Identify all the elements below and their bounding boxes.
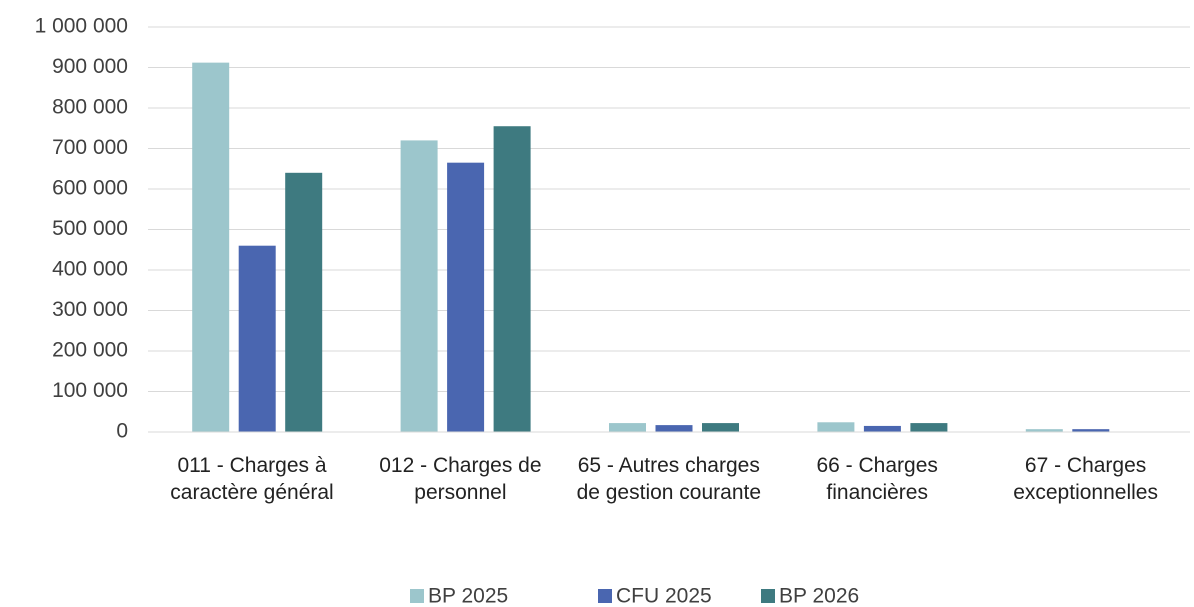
legend-label: BP 2025 (428, 585, 508, 607)
x-tick-label: 011 - Charges à caractère général (170, 454, 334, 504)
bar (400, 140, 438, 432)
bar (493, 126, 531, 432)
y-tick-label: 800 000 (52, 96, 128, 119)
bar (238, 245, 276, 432)
y-tick-label: 700 000 (52, 136, 128, 159)
bar (447, 162, 485, 433)
legend-swatch (598, 589, 612, 603)
legend-label: CFU 2025 (616, 585, 712, 607)
bar (192, 62, 230, 432)
bar (863, 425, 901, 432)
y-tick-label: 400 000 (52, 258, 128, 281)
bar (910, 423, 948, 432)
bar (1025, 429, 1063, 432)
y-tick-label: 200 000 (52, 339, 128, 362)
x-tick-label: 67 - Charges exceptionnelles (1013, 454, 1158, 504)
x-tick-label: 66 - Charges financières (816, 454, 938, 504)
bar (1072, 429, 1110, 432)
legend-label: BP 2026 (779, 585, 859, 607)
x-tick-label: 65 - Autres charges de gestion courante (576, 454, 762, 504)
bar (702, 423, 739, 432)
x-tick-label: 012 - Charges de personnel (379, 454, 542, 504)
y-tick-label: 500 000 (52, 217, 128, 240)
y-tick-label: 100 000 (52, 379, 128, 402)
legend-swatch (761, 589, 775, 603)
y-tick-label: 300 000 (52, 298, 128, 321)
y-tick-label: 0 (116, 420, 128, 443)
bar (817, 422, 855, 432)
y-tick-label: 900 000 (52, 55, 128, 78)
bar (609, 423, 646, 432)
y-tick-label: 600 000 (52, 177, 128, 200)
bar (655, 425, 693, 432)
y-tick-label: 1 000 000 (35, 15, 128, 38)
legend-swatch (410, 589, 424, 603)
bar (285, 172, 323, 433)
